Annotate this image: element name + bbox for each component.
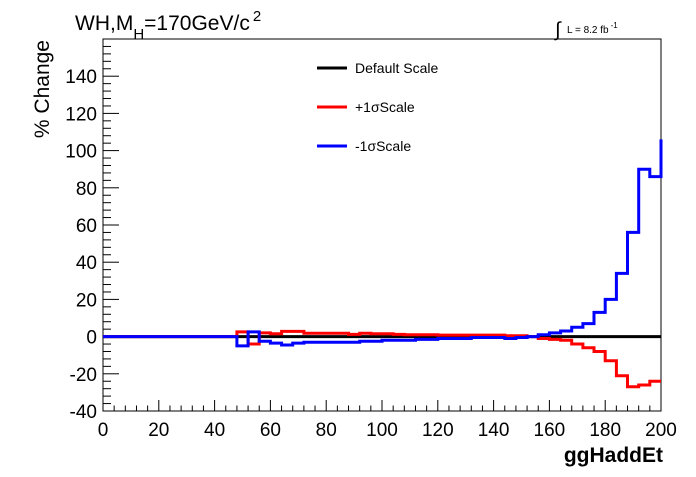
legend-label: +1σScale bbox=[355, 99, 415, 115]
title-main: WH,M bbox=[75, 12, 133, 35]
y-tick-label: 80 bbox=[76, 179, 97, 200]
title-value: =170GeV/c bbox=[144, 12, 250, 35]
x-tick-label: 120 bbox=[422, 420, 454, 441]
x-tick-label: 40 bbox=[204, 420, 225, 441]
lumi-text: L = 8.2 fb bbox=[567, 25, 609, 36]
lumi-superscript: -1 bbox=[611, 21, 619, 30]
x-tick-label: 180 bbox=[589, 420, 621, 441]
legend-label: Default Scale bbox=[355, 60, 438, 76]
y-tick-label: 120 bbox=[65, 104, 97, 125]
y-tick-label: 140 bbox=[65, 67, 97, 88]
y-tick-label: -20 bbox=[70, 365, 97, 386]
lumi-integral-symbol: ∫ bbox=[554, 19, 562, 41]
y-tick-label: -40 bbox=[70, 402, 97, 423]
series-layer bbox=[103, 139, 663, 389]
x-tick-label: 100 bbox=[366, 420, 398, 441]
x-tick-label: 0 bbox=[98, 420, 109, 441]
legend-label: -1σScale bbox=[355, 138, 411, 154]
x-tick-label: 160 bbox=[534, 420, 566, 441]
y-axis-label: % Change bbox=[31, 40, 54, 138]
y-tick-label: 40 bbox=[76, 253, 97, 274]
title-subscript: H bbox=[133, 26, 144, 43]
x-tick-label: 60 bbox=[260, 420, 281, 441]
series-line bbox=[103, 329, 661, 389]
x-tick-label: 80 bbox=[316, 420, 337, 441]
y-tick-label: 60 bbox=[76, 216, 97, 237]
x-axis-label: ggHaddEt bbox=[564, 444, 663, 467]
series-line bbox=[103, 139, 663, 348]
x-tick-label: 20 bbox=[148, 420, 169, 441]
x-ticks-group: 0 20 40 60 80 100 120 140 160 180 200 bbox=[98, 400, 677, 441]
lumi-label: L = 8.2 fb -1 bbox=[567, 21, 618, 36]
title-superscript: 2 bbox=[253, 8, 261, 25]
y-ticks-group: -40 -20 0 20 40 60 80 100 120 140 bbox=[65, 45, 119, 423]
y-tick-label: 100 bbox=[65, 142, 97, 163]
y-tick-label: 20 bbox=[76, 290, 97, 311]
chart-title: WH,MH=170GeV/c 2 bbox=[75, 8, 261, 43]
y-tick-label: 0 bbox=[86, 328, 97, 349]
plot-frame bbox=[102, 38, 662, 412]
legend: Default Scale +1σScale -1σScale bbox=[317, 60, 438, 154]
x-tick-label: 200 bbox=[645, 420, 677, 441]
x-tick-label: 140 bbox=[478, 420, 510, 441]
